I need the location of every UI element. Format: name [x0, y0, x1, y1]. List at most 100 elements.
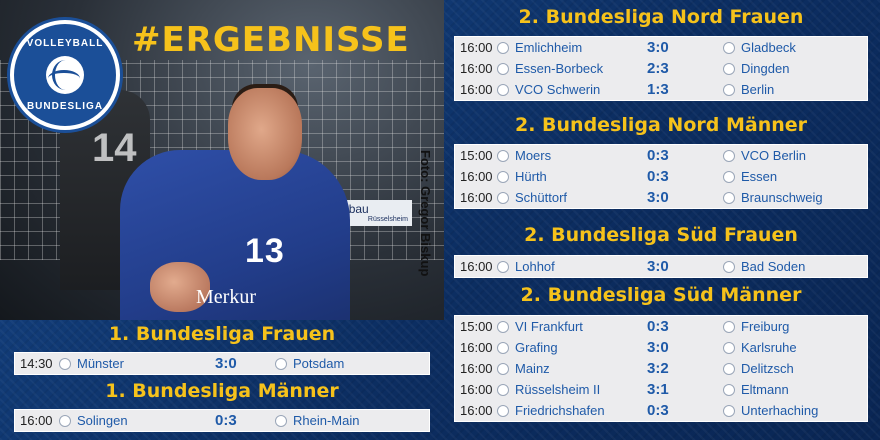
home-team: VI Frankfurt: [497, 319, 583, 334]
match-row: 16:00 Essen-Borbeck 2:3 Dingden: [455, 58, 867, 79]
away-team-name: Delitzsch: [741, 361, 794, 376]
league-title: 2. Bundesliga Süd Männer: [520, 284, 802, 306]
logo-top-text: VOLLEYBALL: [26, 38, 104, 49]
match-score: 0:3: [215, 412, 237, 429]
away-team-name: Berlin: [741, 82, 775, 97]
match-row: 16:00 Solingen 0:3 Rhein-Main: [15, 410, 429, 431]
away-team: Dingden: [723, 61, 789, 76]
match-row: 16:00 VCO Schwerin 1:3 Berlin: [455, 79, 867, 100]
away-team: Karlsruhe: [723, 340, 797, 355]
team-crest-icon: [497, 362, 509, 375]
match-score: 3:2: [647, 360, 669, 377]
sponsor-banner-subtext: Rüsselsheim: [367, 216, 408, 223]
match-score: 3:0: [647, 258, 669, 275]
results-box: 15:00 VI Frankfurt 0:3 Freiburg 16:00 Gr…: [454, 315, 868, 422]
home-team: Grafing: [497, 340, 558, 355]
home-team: Mainz: [497, 361, 550, 376]
home-team: Lohhof: [497, 259, 555, 274]
team-crest-icon: [723, 320, 735, 333]
team-crest-icon: [723, 191, 735, 204]
match-score: 0:3: [647, 402, 669, 419]
team-crest-icon: [497, 383, 509, 396]
home-team: VCO Schwerin: [497, 82, 600, 97]
results-box: 15:00 Moers 0:3 VCO Berlin 16:00 Hürth 0…: [454, 144, 868, 209]
home-team-name: Solingen: [77, 413, 128, 428]
home-team: Münster: [59, 356, 124, 371]
home-team-name: VI Frankfurt: [515, 319, 583, 334]
logo-bottom-text: BUNDESLIGA: [26, 101, 104, 112]
match-row: 16:00 Grafing 3:0 Karlsruhe: [455, 337, 867, 358]
away-team-name: Unterhaching: [741, 403, 819, 418]
match-row: 16:00 Friedrichshafen 0:3 Unterhaching: [455, 400, 867, 421]
away-team: Unterhaching: [723, 403, 818, 418]
team-crest-icon: [59, 357, 71, 370]
match-score: 0:3: [647, 147, 669, 164]
away-team: Essen: [723, 169, 777, 184]
away-team: Delitzsch: [723, 361, 794, 376]
match-row: 16:00 Hürth 0:3 Essen: [455, 166, 867, 187]
away-team: Eltmann: [723, 382, 789, 397]
team-crest-icon: [723, 260, 735, 273]
results-box: 16:00 Solingen 0:3 Rhein-Main: [14, 409, 430, 432]
match-score: 0:3: [647, 168, 669, 185]
player-head: [228, 88, 302, 180]
match-score: 3:1: [647, 381, 669, 398]
match-time: 16:00: [20, 413, 53, 428]
home-team: Hürth: [497, 169, 547, 184]
player-fist: [150, 262, 210, 312]
away-team-name: Rhein-Main: [293, 413, 360, 428]
match-row: 14:30 Münster 3:0 Potsdam: [15, 353, 429, 374]
home-team: Emlichheim: [497, 40, 582, 55]
match-score: 1:3: [647, 81, 669, 98]
hero-photo: 14 gewobau Rüsselsheim 13 Merkur Foto: G…: [0, 0, 444, 320]
match-time: 15:00: [460, 319, 493, 334]
away-team: VCO Berlin: [723, 148, 806, 163]
team-crest-icon: [723, 362, 735, 375]
home-team: Schüttorf: [497, 190, 567, 205]
league-title: 2. Bundesliga Nord Männer: [514, 114, 808, 136]
home-team-name: Emlichheim: [515, 40, 583, 55]
away-team: Rhein-Main: [275, 413, 359, 428]
match-time: 16:00: [460, 403, 493, 418]
home-team-name: Lohhof: [515, 259, 555, 274]
team-crest-icon: [59, 414, 71, 427]
match-score: 3:0: [215, 355, 237, 372]
away-team: Berlin: [723, 82, 774, 97]
away-team-name: VCO Berlin: [741, 148, 807, 163]
match-score: 2:3: [647, 60, 669, 77]
team-crest-icon: [723, 83, 735, 96]
volleyball-icon: [46, 56, 84, 94]
league-title: 2. Bundesliga Süd Frauen: [524, 224, 798, 246]
away-team-name: Karlsruhe: [741, 340, 797, 355]
match-score: 3:0: [647, 39, 669, 56]
away-team-name: Essen: [741, 169, 778, 184]
match-row: 15:00 Moers 0:3 VCO Berlin: [455, 145, 867, 166]
home-team: Solingen: [59, 413, 128, 428]
team-crest-icon: [497, 41, 509, 54]
team-crest-icon: [723, 383, 735, 396]
team-crest-icon: [275, 414, 287, 427]
results-box: 14:30 Münster 3:0 Potsdam: [14, 352, 430, 375]
team-crest-icon: [497, 260, 509, 273]
match-time: 16:00: [460, 340, 493, 355]
away-team: Gladbeck: [723, 40, 796, 55]
away-team: Bad Soden: [723, 259, 805, 274]
match-time: 16:00: [460, 82, 493, 97]
team-crest-icon: [497, 149, 509, 162]
team-crest-icon: [497, 191, 509, 204]
match-score: 3:0: [647, 189, 669, 206]
away-team-name: Eltmann: [741, 382, 789, 397]
match-time: 16:00: [460, 259, 493, 274]
team-crest-icon: [275, 357, 287, 370]
home-team-name: Friedrichshafen: [515, 403, 605, 418]
home-team: Moers: [497, 148, 551, 163]
background-player-number: 14: [92, 126, 137, 170]
team-crest-icon: [723, 341, 735, 354]
home-team-name: Rüsselsheim II: [515, 382, 601, 397]
photo-credit: Foto: Gregor Biskup: [418, 150, 433, 277]
home-team: Rüsselsheim II: [497, 382, 600, 397]
match-row: 16:00 Mainz 3:2 Delitzsch: [455, 358, 867, 379]
league-title: 2. Bundesliga Nord Frauen: [518, 6, 804, 28]
league-title: 1. Bundesliga Männer: [105, 380, 339, 402]
team-crest-icon: [497, 341, 509, 354]
